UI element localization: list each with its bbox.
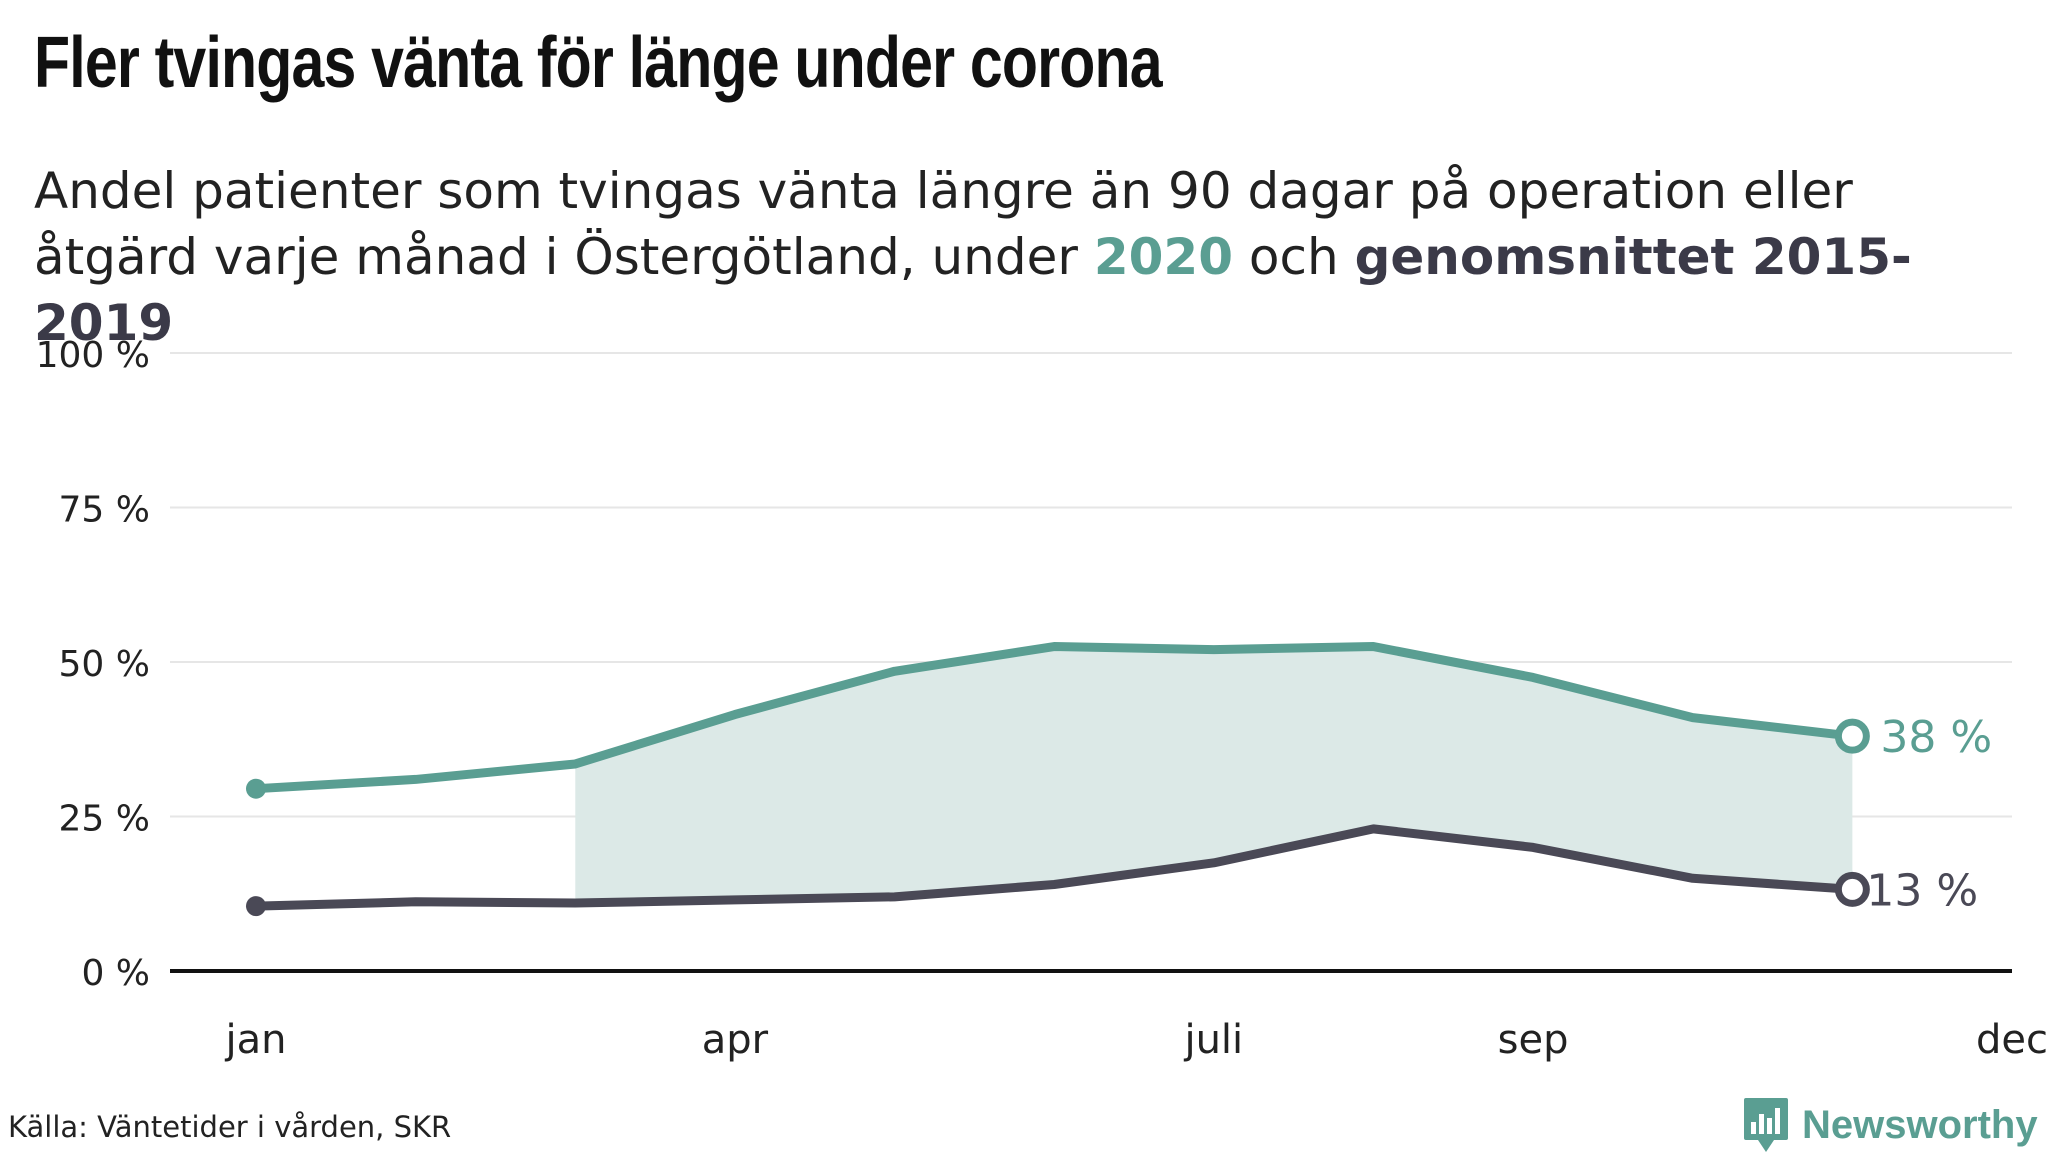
series-end-label-1: 13 % xyxy=(1866,865,1978,916)
series-lines xyxy=(251,642,1857,911)
x-tick-label: apr xyxy=(702,1017,769,1063)
series-start-point-0 xyxy=(246,778,266,799)
shaded-area xyxy=(575,646,1853,904)
series-end-point-0 xyxy=(1834,718,1870,754)
x-axis-tick-labels: jan apr juli sep dec xyxy=(225,1017,2048,1063)
series-line-1 xyxy=(251,824,1857,911)
source-note: Källa: Väntetider i vården, SKR xyxy=(8,1110,452,1144)
y-tick-label: 75 % xyxy=(59,490,150,531)
x-tick-label: jan xyxy=(225,1017,287,1063)
y-axis-tick-labels: 0 % 25 % 50 % 75 % 100 % xyxy=(36,335,150,994)
x-tick-label: juli xyxy=(1183,1017,1243,1063)
shaded-difference-area xyxy=(575,646,1853,904)
chart-subtitle: Andel patienter som tvingas vänta längre… xyxy=(34,158,2024,356)
subtitle-text-1: Andel patienter som tvingas vänta längre… xyxy=(34,162,1853,286)
series-markers xyxy=(246,718,1870,917)
series-start-point-1 xyxy=(246,896,266,917)
subtitle-highlight-average: genomsnittet 2015-2019 xyxy=(34,228,1912,352)
bar-chart-speech-bubble-icon xyxy=(1744,1098,1788,1152)
series-end-point-1 xyxy=(1834,871,1870,907)
subtitle-text-2: och xyxy=(1233,228,1355,286)
series-line-0 xyxy=(251,642,1857,794)
chart-title: Fler tvingas vänta för länge under coron… xyxy=(34,23,1163,103)
x-tick-label: sep xyxy=(1498,1017,1569,1063)
subtitle-highlight-2020: 2020 xyxy=(1093,228,1233,286)
y-tick-label: 0 % xyxy=(81,953,150,994)
series-end-label-0: 38 % xyxy=(1880,712,1992,763)
x-tick-label: dec xyxy=(1976,1017,2048,1063)
end-labels: 38 % 13 % xyxy=(1866,712,1992,916)
brand-logo: Newsworthy xyxy=(1742,1096,2038,1154)
y-tick-label: 25 % xyxy=(59,799,150,840)
y-tick-label: 50 % xyxy=(59,644,150,685)
y-tick-label: 100 % xyxy=(36,335,150,376)
brand-name: Newsworthy xyxy=(1802,1102,2038,1147)
